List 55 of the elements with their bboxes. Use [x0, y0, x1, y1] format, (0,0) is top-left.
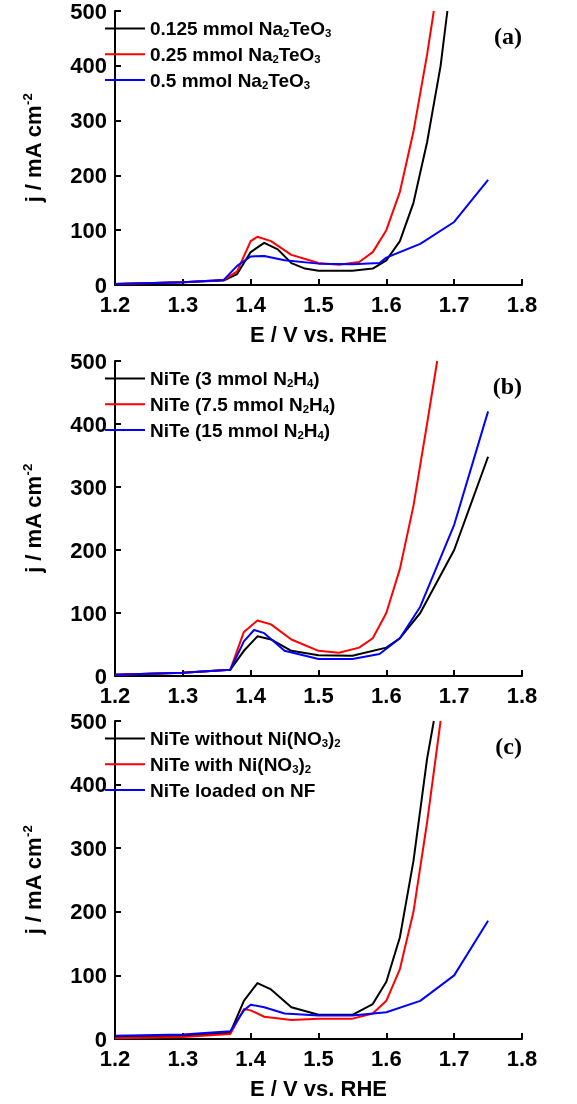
y-tick-label: 500	[70, 348, 107, 374]
y-tick-label: 400	[70, 53, 107, 79]
legend-label: NiTe without Ni(NO3)2	[150, 728, 341, 750]
x-tick-label: 1.3	[167, 291, 199, 317]
x-tick-label: 1.7	[438, 1045, 470, 1071]
line-series	[114, 919, 490, 1037]
x-tick-label: 1.4	[235, 291, 267, 317]
y-tick-label: 100	[70, 962, 107, 988]
x-axis-title: E / V vs. RHE	[250, 1075, 387, 1101]
y-tick-label: 300	[70, 474, 107, 500]
y-tick-label: 300	[70, 108, 107, 134]
x-tick-label: 1.7	[438, 291, 470, 317]
y-tick-label: 0	[94, 663, 107, 689]
legend-label: NiTe (7.5 mmol N2H4)	[150, 393, 336, 415]
x-tick-label: 1.4	[235, 682, 267, 708]
x-tick-label: 1.8	[506, 291, 538, 317]
x-tick-label: 1.6	[371, 682, 402, 708]
y-axis-title: j / mA cm-2	[20, 825, 46, 936]
y-tick-label: 200	[70, 537, 107, 563]
y-axis-title: j / mA cm-2	[20, 93, 46, 204]
y-tick-label: 500	[70, 0, 107, 24]
x-tick-label: 1.3	[167, 1045, 199, 1071]
y-tick-label: 200	[70, 899, 107, 925]
legend-label: NiTe (15 mmol N2H4)	[150, 419, 331, 441]
x-tick-label: 1.6	[371, 291, 402, 317]
legend-label: 0.25 mmol Na2TeO3	[150, 43, 321, 65]
y-tick-label: 100	[70, 600, 107, 626]
annotation: (b)	[492, 373, 523, 399]
legend-label: NiTe (3 mmol N2H4)	[150, 368, 320, 390]
x-tick-label: 1.5	[303, 682, 334, 708]
x-axis-title: E / V vs. RHE	[250, 321, 387, 347]
x-tick-label: 1.7	[438, 682, 470, 708]
y-tick-label: 200	[70, 162, 107, 188]
legend-label: NiTe with Ni(NO3)2	[150, 753, 312, 775]
line-series	[114, 178, 490, 285]
annotation: (c)	[495, 733, 522, 759]
y-tick-label: 500	[70, 708, 107, 734]
legend-label: 0.125 mmol Na2TeO3	[150, 18, 332, 40]
x-tick-label: 1.5	[303, 291, 334, 317]
y-tick-label: 400	[70, 411, 107, 437]
x-tick-label: 1.3	[167, 682, 199, 708]
x-tick-label: 1.8	[506, 1045, 538, 1071]
y-tick-label: 300	[70, 835, 107, 861]
x-tick-label: 1.4	[235, 1045, 267, 1071]
y-tick-label: 0	[94, 272, 107, 298]
legend-label: NiTe loaded on NF	[150, 779, 316, 801]
y-tick-label: 400	[70, 772, 107, 798]
annotation: (a)	[494, 23, 522, 49]
x-tick-label: 1.5	[303, 1045, 334, 1071]
y-tick-label: 0	[94, 1026, 107, 1052]
x-tick-label: 1.6	[371, 1045, 402, 1071]
x-tick-label: 1.8	[506, 682, 538, 708]
y-tick-label: 100	[70, 217, 107, 243]
y-axis-title: j / mA cm-2	[20, 463, 46, 574]
legend-label: 0.5 mmol Na2TeO3	[150, 69, 311, 91]
